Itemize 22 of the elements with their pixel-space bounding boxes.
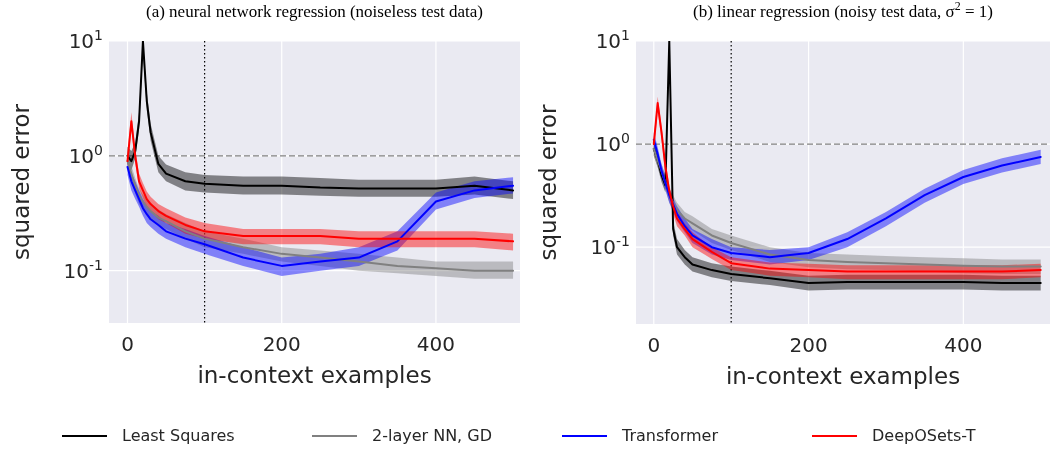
legend-label: 2-layer NN, GD <box>372 426 493 445</box>
legend-label: Transformer <box>621 426 719 445</box>
legend-label: Least Squares <box>122 426 235 445</box>
y-tick-label: 10$^{1}$ <box>68 27 103 53</box>
x-tick-label: 400 <box>944 333 983 357</box>
y-axis-title: squared error <box>8 103 34 260</box>
x-tick-label: 0 <box>647 333 661 357</box>
x-tick-label: 200 <box>262 332 301 356</box>
legend-label: DeepOSets-T <box>872 426 976 445</box>
y-tick-label: 10$^{1}$ <box>595 27 630 53</box>
chart-title: (b) linear regression (noisy test data, σ$^{2}$ = 1) <box>693 0 993 21</box>
y-tick-label: 10$^{-1}$ <box>590 233 630 260</box>
y-tick-label: 10$^{0}$ <box>68 141 103 168</box>
x-tick-label: 200 <box>789 333 828 357</box>
x-tick-label: 400 <box>416 332 456 356</box>
x-axis-title: in-context examples <box>725 363 961 389</box>
y-axis-title: squared error <box>535 103 561 261</box>
x-tick-label: 0 <box>121 332 134 356</box>
y-tick-label: 10$^{0}$ <box>595 130 630 157</box>
chart-title: (a) neural network regression (noiseless test data) <box>145 2 484 21</box>
y-tick-label: 10$^{-1}$ <box>63 256 103 283</box>
x-axis-title: in-context examples <box>197 362 432 388</box>
